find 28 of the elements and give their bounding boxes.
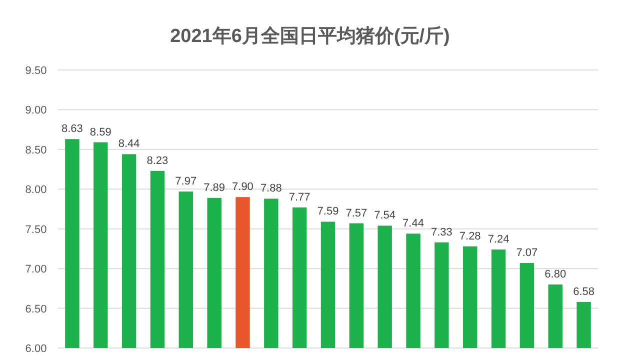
data-label: 6.58	[573, 286, 594, 298]
y-tick-label: 7.50	[25, 224, 47, 236]
data-label: 7.28	[459, 230, 481, 242]
chart-title: 2021年6月全国日平均猪价(元/斤)	[170, 25, 450, 47]
y-tick-label: 8.00	[25, 184, 47, 196]
y-tick-label: 8.50	[25, 144, 47, 156]
data-label: 8.59	[90, 126, 112, 138]
data-label: 7.07	[516, 247, 538, 260]
data-label: 7.33	[430, 226, 452, 238]
y-tick-label: 9.00	[25, 104, 47, 117]
data-label: 7.97	[175, 176, 197, 188]
y-tick-label: 9.50	[25, 65, 47, 77]
y-tick-label: 6.50	[25, 303, 47, 316]
data-label: 7.54	[374, 210, 396, 222]
y-tick-label: 7.00	[25, 264, 47, 276]
data-label: 7.90	[232, 181, 254, 194]
data-label: 7.44	[402, 218, 424, 230]
data-label: 8.44	[118, 138, 140, 150]
data-label: 7.77	[288, 191, 310, 204]
data-label: 7.88	[260, 182, 282, 195]
data-label: 7.57	[346, 207, 368, 220]
y-tick-label: 6.00	[25, 343, 47, 355]
data-label: 7.24	[488, 234, 510, 246]
data-label: 7.89	[204, 182, 226, 194]
data-label: 6.80	[544, 268, 566, 280]
data-label: 8.23	[146, 154, 168, 167]
data-label: 8.63	[62, 123, 83, 136]
data-label: 7.59	[317, 206, 339, 218]
